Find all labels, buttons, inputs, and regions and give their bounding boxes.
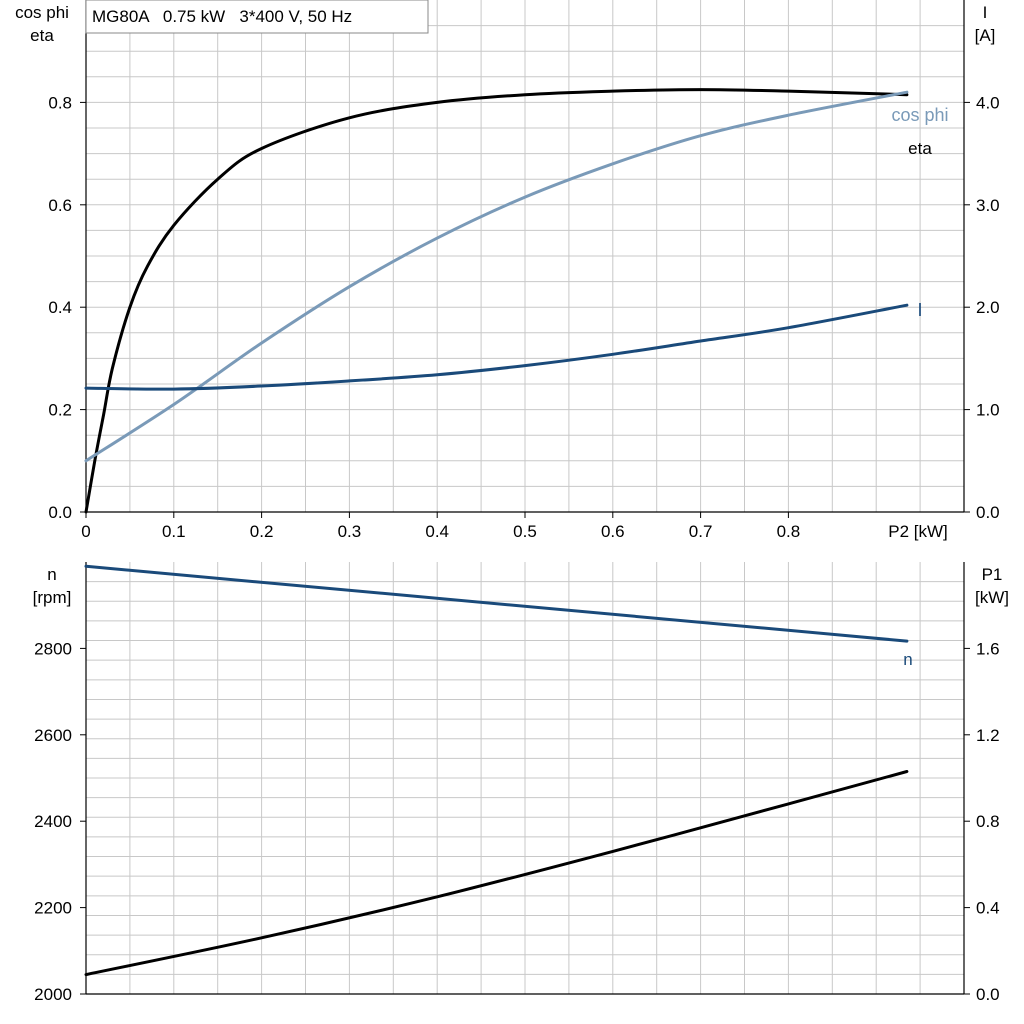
right-tick-label: 4.0 xyxy=(976,93,1000,112)
bottom-grid xyxy=(86,562,964,994)
right-axis-title: P1 xyxy=(982,565,1003,584)
right-tick-label: 3.0 xyxy=(976,196,1000,215)
left-tick-label: 2200 xyxy=(34,899,72,918)
left-tick-label: 2400 xyxy=(34,812,72,831)
i-series-label: I xyxy=(917,300,922,320)
right-axis-title: I xyxy=(983,3,988,22)
left-tick-label: 0.2 xyxy=(48,401,72,420)
right-tick-label: 1.0 xyxy=(976,401,1000,420)
top-grid xyxy=(86,0,964,512)
x-tick-label: 0.6 xyxy=(601,522,625,541)
left-axis-title: n xyxy=(47,565,56,584)
left-tick-label: 0.0 xyxy=(48,503,72,522)
left-tick-label: 2000 xyxy=(34,985,72,1004)
x-tick-label: 0 xyxy=(81,522,90,541)
left-tick-label: 0.6 xyxy=(48,196,72,215)
left-axis-title: cos phi xyxy=(15,3,69,22)
left-axis-title: eta xyxy=(30,26,54,45)
right-tick-label: 1.6 xyxy=(976,639,1000,658)
right-axis-title: [kW] xyxy=(975,588,1009,607)
eta-curve xyxy=(84,88,909,514)
i-curve xyxy=(84,303,909,391)
right-tick-label: 0.8 xyxy=(976,812,1000,831)
n-series-label: n xyxy=(903,650,912,669)
right-tick-label: 0.0 xyxy=(976,503,1000,522)
n-curve xyxy=(84,564,909,643)
right-tick-label: 2.0 xyxy=(976,298,1000,317)
x-tick-label: 0.7 xyxy=(689,522,713,541)
eta-series-label: eta xyxy=(908,139,932,158)
left-tick-label: 2600 xyxy=(34,726,72,745)
bottom-panel: 2000 2200 2400 2600 2800 0.0 0.4 0.8 1.2 1.6 n [rpm… xyxy=(33,562,1009,1004)
x-tick-label: 0.3 xyxy=(338,522,362,541)
x-tick-label: 0.8 xyxy=(777,522,801,541)
right-axis-title: [A] xyxy=(975,26,996,45)
chart-title: MG80A 0.75 kW 3*400 V, 50 Hz xyxy=(92,7,352,26)
left-tick-label: 0.8 xyxy=(48,93,72,112)
cos-phi-series-label: cos phi xyxy=(891,105,948,125)
x-axis-title: P2 [kW] xyxy=(888,522,948,541)
p1-curve xyxy=(84,770,909,977)
right-tick-label: 0.0 xyxy=(976,985,1000,1004)
x-tick-label: 0.5 xyxy=(513,522,537,541)
right-tick-label: 1.2 xyxy=(976,726,1000,745)
top-panel: 0.0 0.2 0.4 0.6 0.8 0.0 1.0 2.0 3.0 4.0 0 0.1 0.2 0.3… xyxy=(15,0,1000,541)
x-tick-label: 0.1 xyxy=(162,522,186,541)
title-box: MG80A 0.75 kW 3*400 V, 50 Hz xyxy=(85,0,429,34)
left-axis-title: [rpm] xyxy=(33,588,72,607)
right-tick-label: 0.4 xyxy=(976,899,1000,918)
x-tick-label: 0.4 xyxy=(425,522,449,541)
left-tick-label: 0.4 xyxy=(48,298,72,317)
x-tick-label: 0.2 xyxy=(250,522,274,541)
cos-phi-curve xyxy=(84,90,909,463)
left-tick-label: 2800 xyxy=(34,639,72,658)
